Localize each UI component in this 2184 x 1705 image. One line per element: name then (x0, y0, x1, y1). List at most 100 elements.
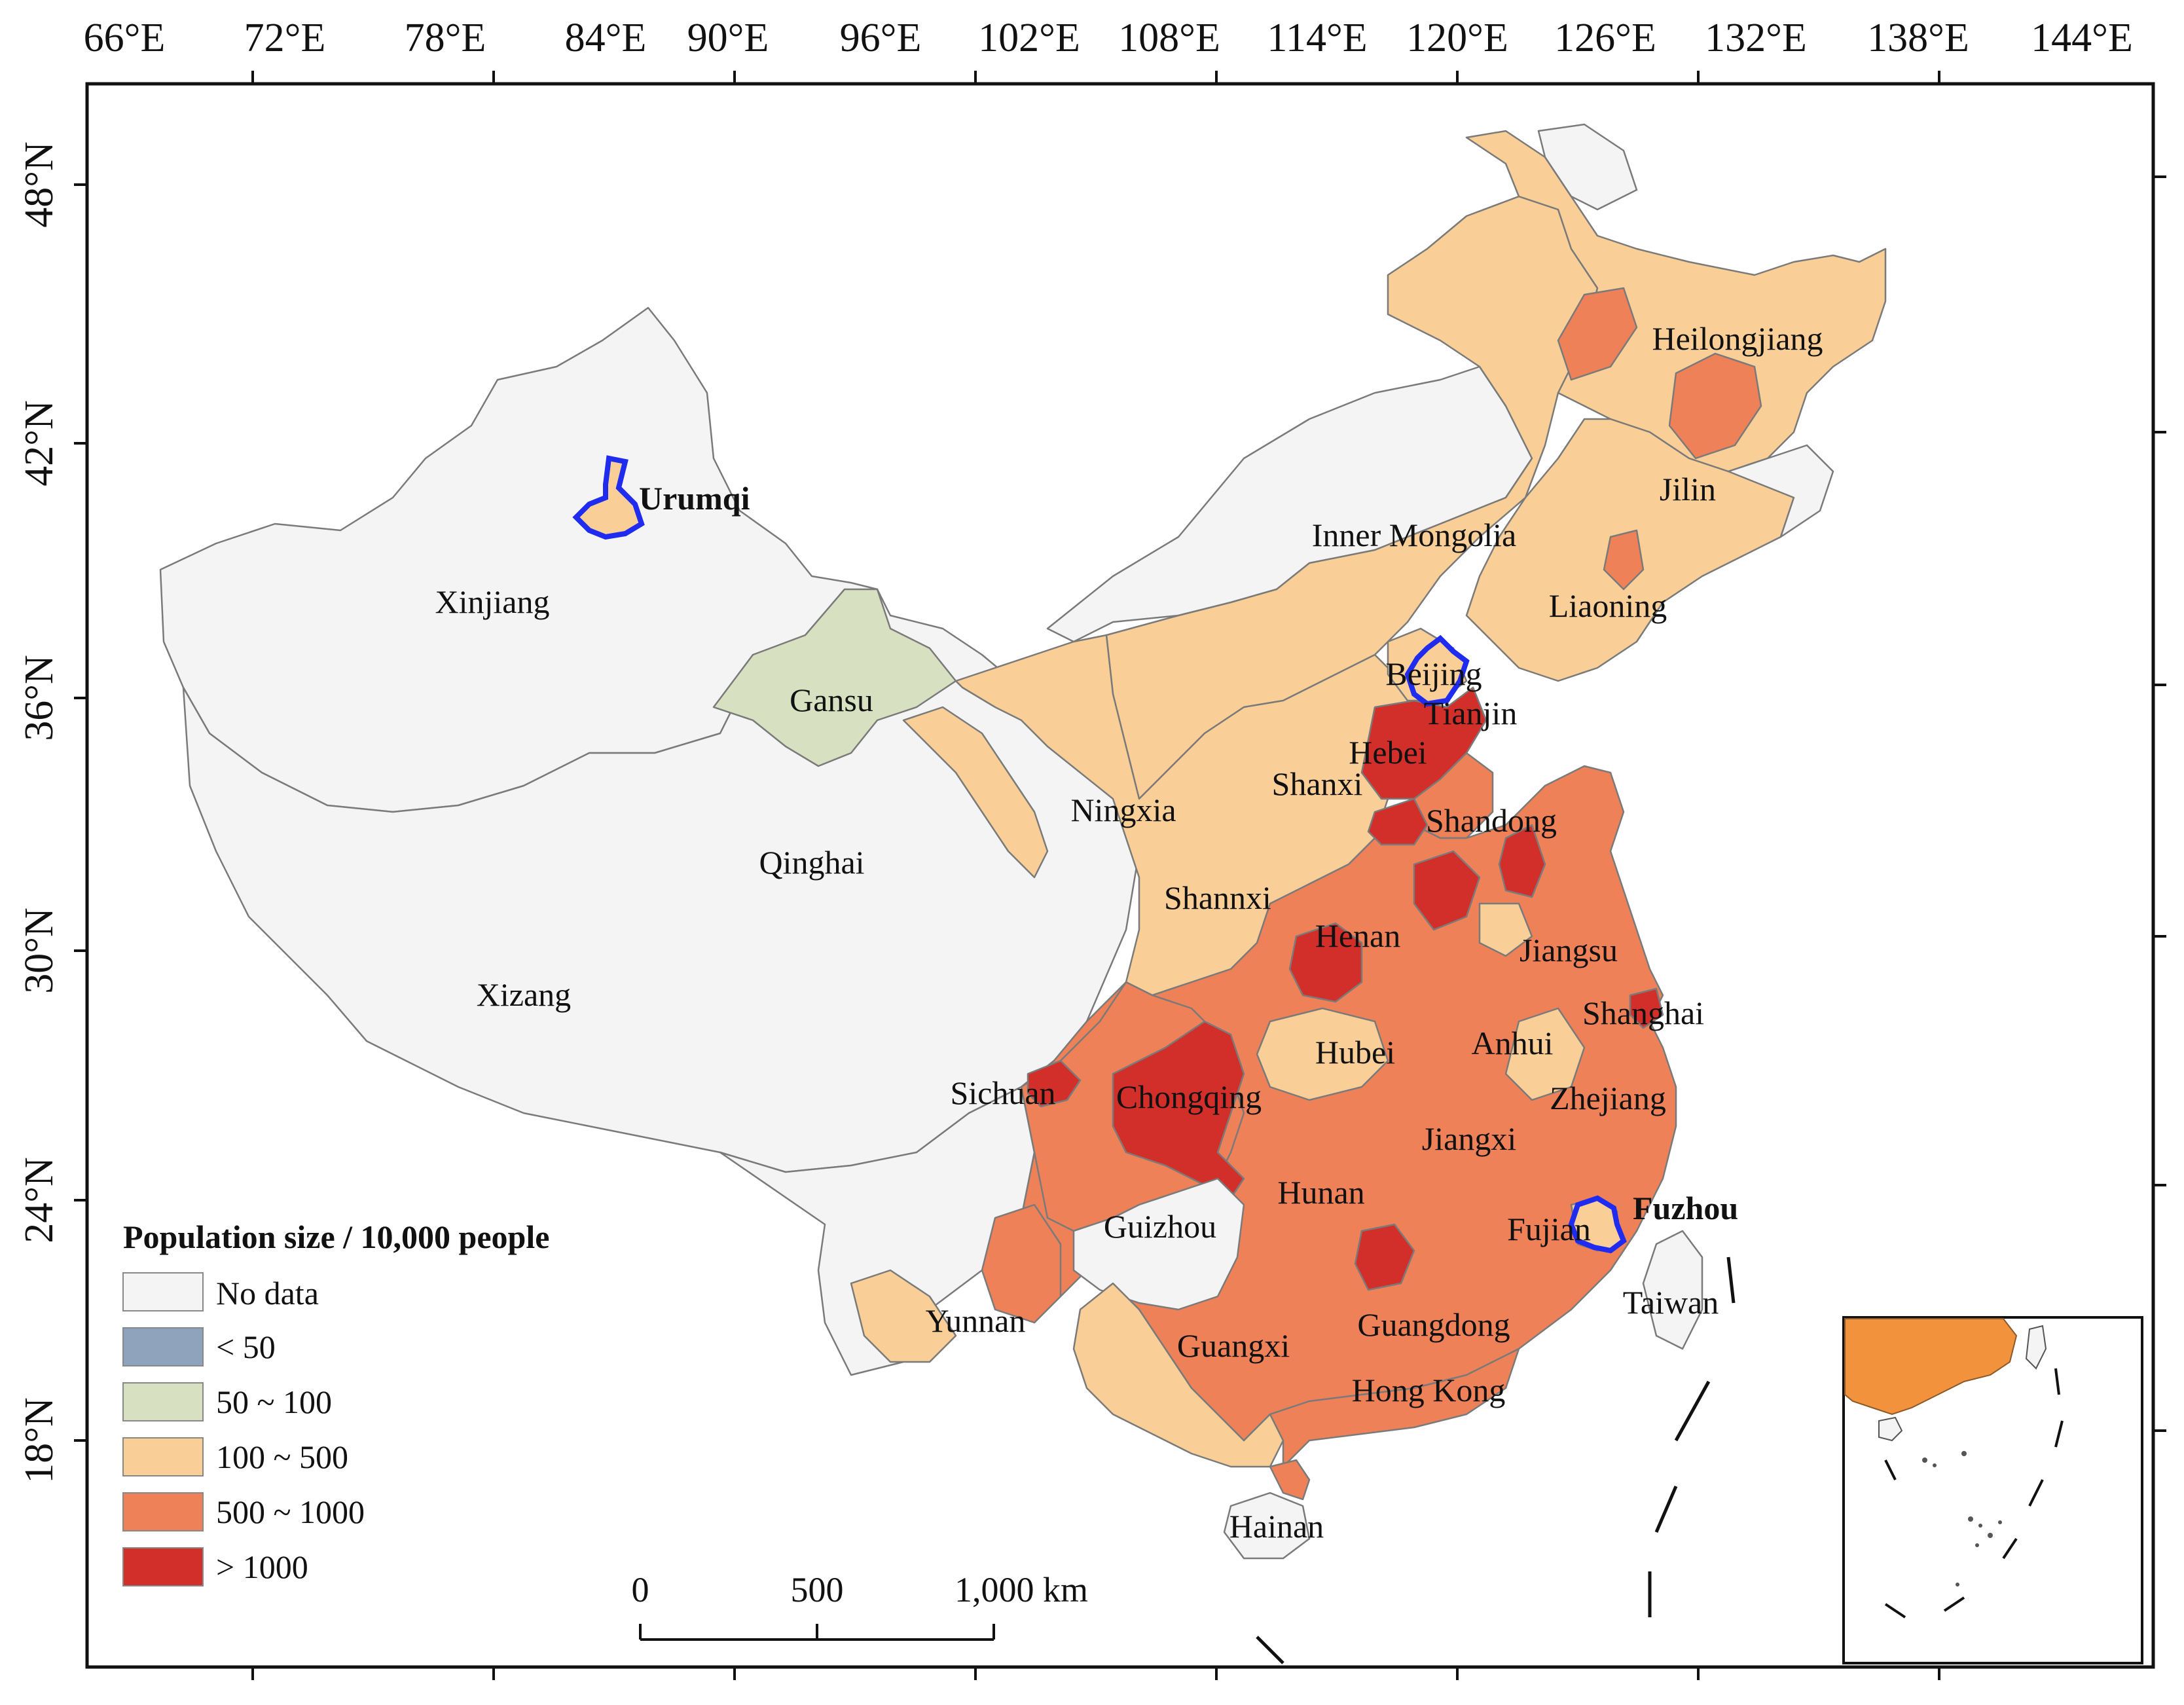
inset-frame (1842, 1316, 2143, 1664)
label-inner-mongolia: Inner Mongolia (1312, 517, 1516, 553)
top-ticks (251, 71, 1940, 84)
label-zhejiang: Zhejiang (1550, 1080, 1666, 1116)
lon-label: 72°E (244, 16, 326, 60)
region-nodata-northeast-coast (1727, 444, 1834, 538)
label-tianjin: Tianjin (1424, 695, 1518, 731)
region-sichuan-1000 (1027, 1059, 1082, 1108)
side-ticks (74, 175, 2166, 1442)
region-zhejiang-100 (1504, 1007, 1586, 1101)
china-regions (159, 123, 1887, 1560)
label-ningxia: Ningxia (1070, 792, 1176, 828)
inset-hainan (1878, 1416, 1903, 1442)
urumqi-outline (572, 455, 645, 540)
legend-swatch-50-100 (122, 1382, 204, 1421)
sea-boundary-dashes (1256, 1256, 1736, 1664)
label-shanghai: Shanghai (1582, 995, 1704, 1031)
region-guizhou-nodata (1072, 1177, 1245, 1311)
lat-label: 48°N (17, 141, 62, 228)
lat-label: 30°N (17, 908, 62, 994)
inset-mainland (1844, 1318, 2018, 1416)
region-jiangsu-100 (1478, 902, 1533, 957)
label-jiangxi: Jiangxi (1422, 1120, 1516, 1157)
region-hainan (1223, 1492, 1311, 1560)
lon-label: 96°E (840, 16, 922, 60)
province-labels: Xinjiang Gansu Qinghai Xizang Ningxia In… (435, 320, 1823, 1545)
beijing-outline (1404, 634, 1470, 707)
legend-label-100-500: 100 ~ 500 (216, 1439, 348, 1475)
lon-label: 144°E (2031, 16, 2133, 60)
lat-label: 18°N (17, 1397, 62, 1484)
legend-swatch-gt1000 (122, 1547, 204, 1586)
legend-label-500-1000: 500 ~ 1000 (216, 1494, 365, 1530)
label-fuzhou: Fuzhou (1633, 1190, 1738, 1226)
lat-label: 36°N (17, 655, 62, 741)
label-guangdong: Guangdong (1357, 1306, 1510, 1343)
scale-bar: 0 500 1,000 km (632, 1570, 1088, 1641)
inset-map (1842, 1316, 2143, 1664)
label-hunan: Hunan (1277, 1174, 1364, 1211)
region-heilongjiang-500-b (1668, 352, 1762, 460)
inset-taiwan (2025, 1325, 2047, 1370)
region-chongqing-1000 (1112, 1020, 1245, 1200)
inset-islands (1922, 1451, 2002, 1586)
label-anhui: Anhui (1472, 1025, 1554, 1061)
region-henan-1000 (1288, 922, 1363, 1003)
bottom-ticks (251, 1667, 1940, 1680)
inset-dashes (1884, 1368, 2064, 1619)
legend-label-50-100: 50 ~ 100 (216, 1384, 332, 1420)
lon-label: 132°E (1705, 16, 1807, 60)
fuzhou-outline (1568, 1195, 1627, 1254)
lon-label: 102°E (978, 16, 1080, 60)
lon-label: 120°E (1406, 16, 1508, 60)
label-xizang: Xizang (477, 976, 571, 1013)
label-guizhou: Guizhou (1104, 1208, 1216, 1245)
scale-label-1000: 1,000 km (955, 1570, 1088, 1609)
region-yunnan-100 (850, 1269, 957, 1363)
region-leizhou (1269, 1459, 1311, 1501)
lat-label: 24°N (17, 1157, 62, 1243)
scale-label-500: 500 (791, 1570, 844, 1609)
lon-label: 78°E (405, 16, 486, 60)
lon-label: 108°E (1118, 16, 1220, 60)
region-hunan-1000 (1354, 1223, 1415, 1291)
legend-swatch-100-500 (122, 1437, 204, 1476)
label-jilin: Jilin (1660, 471, 1716, 507)
region-shanghai-1000 (1629, 987, 1664, 1029)
legend: Population size / 10,000 people No data … (122, 1219, 549, 1586)
lon-label: 114°E (1267, 16, 1367, 60)
legend-swatch-lt50 (122, 1327, 204, 1366)
scale-label-0: 0 (632, 1570, 649, 1609)
lon-label: 126°E (1554, 16, 1656, 60)
region-shandong-1000 (1367, 798, 1429, 846)
lon-label: 84°E (565, 16, 647, 60)
region-yunnan-500 (981, 1203, 1062, 1324)
label-liaoning: Liaoning (1549, 587, 1667, 624)
region-jilin-500 (1603, 529, 1645, 591)
region-taiwan (1642, 1230, 1703, 1350)
label-hubei: Hubei (1315, 1034, 1395, 1071)
legend-title: Population size / 10,000 people (123, 1219, 549, 1255)
label-shannxi: Shannxi (1164, 879, 1271, 916)
legend-label-lt50: < 50 (216, 1329, 276, 1365)
label-henan: Henan (1315, 917, 1401, 954)
label-fujian: Fujian (1507, 1211, 1591, 1247)
lon-label: 138°E (1867, 16, 1969, 60)
label-shanxi: Shanxi (1272, 765, 1363, 802)
region-hubei-100 (1256, 1007, 1389, 1101)
label-jiangsu: Jiangsu (1520, 932, 1618, 968)
region-tibet-qinghai (182, 588, 1140, 1173)
region-heilongjiang-nodata (1537, 123, 1638, 211)
region-henan-1000-b (1413, 850, 1481, 931)
legend-swatch-no-data (122, 1272, 204, 1311)
legend-label-no-data: No data (216, 1275, 319, 1311)
label-hebei: Hebei (1349, 734, 1427, 771)
region-heilongjiang (1465, 130, 1887, 473)
region-south-100 (1072, 1282, 1284, 1468)
label-urumqi: Urumqi (639, 480, 750, 517)
region-ningxia-strip (902, 706, 1049, 879)
latitude-labels: 48°N 42°N 36°N 30°N 24°N 18°N (17, 141, 62, 1484)
legend-label-gt1000: > 1000 (216, 1549, 308, 1585)
lon-label: 90°E (687, 16, 769, 60)
region-heilongjiang-500 (1557, 287, 1638, 381)
